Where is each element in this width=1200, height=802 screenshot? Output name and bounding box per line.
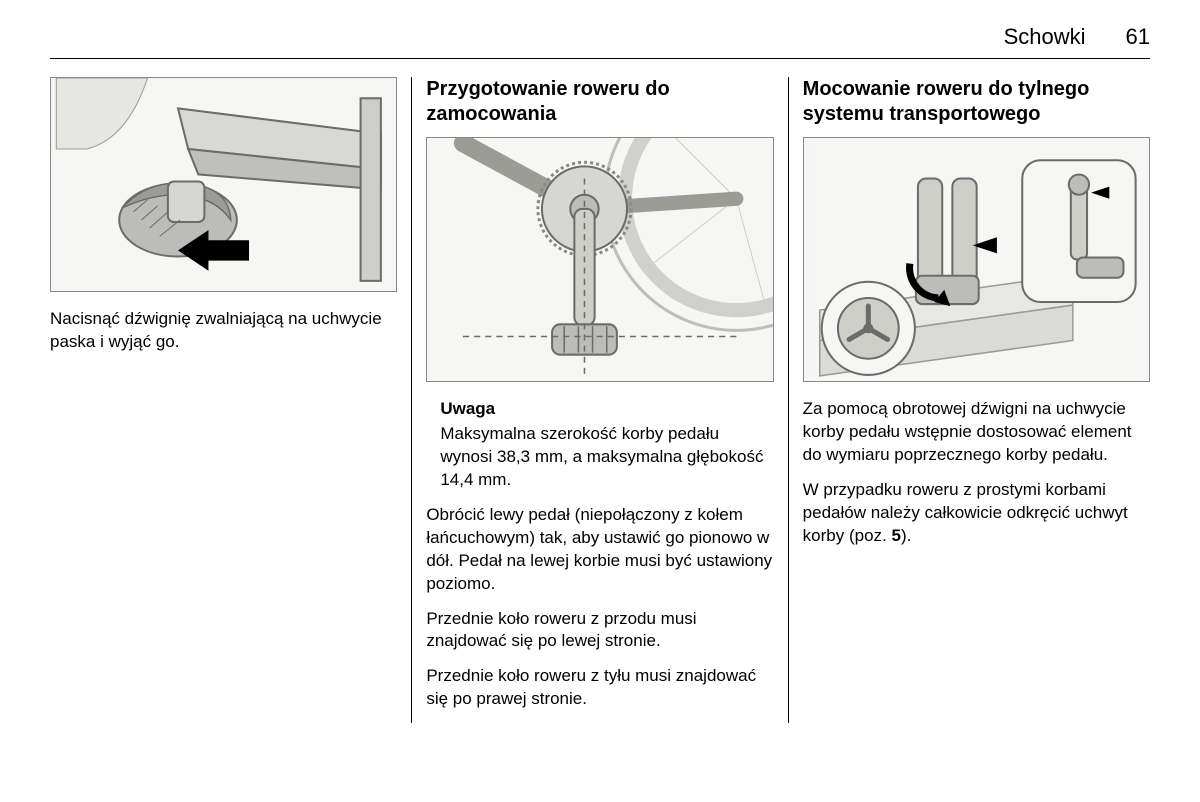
col2-heading: Przygotowanie roweru do zamocowania [426,77,773,127]
column-1: Nacisnąć dźwignię zwalniającą na uchwyci… [50,77,411,723]
illustration-pedal-position [426,137,773,382]
col3-p2-post: ). [901,526,911,545]
col1-caption: Nacisnąć dźwignię zwalniającą na uchwyci… [50,308,397,354]
note-box: Uwaga Maksymalna szerokość korby pedału … [426,398,773,492]
col3-p2-bold: 5 [891,526,900,545]
content-columns: Nacisnąć dźwignię zwalniającą na uchwyci… [50,77,1150,723]
illustration-crank-mount [803,137,1150,382]
col3-p2-pre: W przypadku roweru z prostymi korbami pe… [803,480,1128,545]
page-number: 61 [1126,24,1150,50]
col2-p3: Przednie koło roweru z tyłu musi znajdow… [426,665,773,711]
col3-p2: W przypadku roweru z prostymi korbami pe… [803,479,1150,548]
col2-p2: Przednie koło roweru z przodu musi znajd… [426,608,773,654]
col3-heading: Mocowanie roweru do tylnego systemu tran… [803,77,1150,127]
column-3: Mocowanie roweru do tylnego systemu tran… [789,77,1150,723]
col2-p1: Obrócić lewy pedał (niepołączony z kołem… [426,504,773,596]
page-header: Schowki 61 [50,24,1150,59]
note-title: Uwaga [440,398,773,421]
col3-p1: Za pomocą obrotowej dźwigni na uchwycie … [803,398,1150,467]
note-body: Maksymalna szerokość korby pedału wynosi… [440,423,773,492]
column-2: Przygotowanie roweru do zamocowania [411,77,788,723]
page-title: Schowki [1004,24,1086,50]
illustration-strap-release [50,77,397,292]
